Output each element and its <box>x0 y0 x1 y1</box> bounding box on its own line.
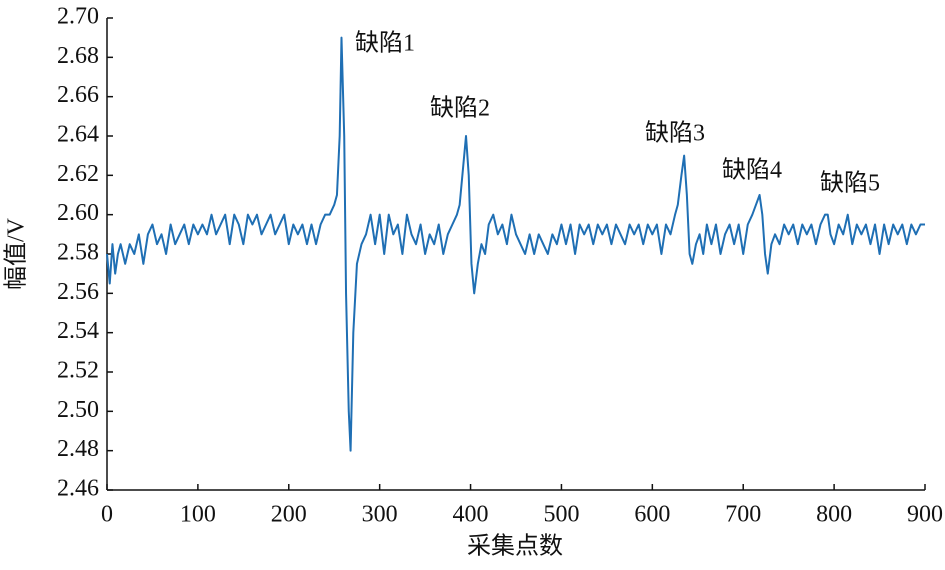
x-tick-label: 400 <box>453 502 489 528</box>
data-line <box>106 36 925 452</box>
y-tick-label: 2.54 <box>57 318 99 344</box>
y-tick-label: 2.66 <box>57 82 99 108</box>
x-tick-label: 0 <box>101 502 113 528</box>
x-tick-label: 300 <box>362 502 398 528</box>
x-tick-label: 600 <box>634 502 670 528</box>
y-tick-label: 2.56 <box>57 279 99 305</box>
y-tick-label: 2.60 <box>57 200 99 226</box>
x-axis-label: 采集点数 <box>467 533 563 560</box>
x-tick-label: 800 <box>816 502 852 528</box>
x-tick-label: 500 <box>543 502 579 528</box>
y-tick-label: 2.50 <box>57 397 99 423</box>
y-tick-label: 2.70 <box>57 4 99 30</box>
y-axis-label: 幅值/V <box>3 217 30 290</box>
annotation: 缺陷1 <box>355 30 415 57</box>
x-tick-label: 900 <box>907 502 943 528</box>
annotation: 缺陷2 <box>430 95 490 122</box>
y-tick-label: 2.52 <box>57 358 99 384</box>
x-tick-label: 100 <box>180 502 216 528</box>
y-tick-label: 2.58 <box>57 240 99 266</box>
y-tick-label: 2.62 <box>57 161 99 187</box>
y-tick-label: 2.64 <box>57 122 99 148</box>
x-tick-label: 700 <box>725 502 761 528</box>
x-tick-label: 200 <box>271 502 307 528</box>
annotation: 缺陷4 <box>722 157 782 184</box>
annotation: 缺陷5 <box>820 170 880 197</box>
y-tick-label: 2.48 <box>57 436 99 462</box>
y-tick-label: 2.46 <box>57 476 99 502</box>
y-tick-label: 2.68 <box>57 43 99 69</box>
annotation: 缺陷3 <box>645 120 705 147</box>
